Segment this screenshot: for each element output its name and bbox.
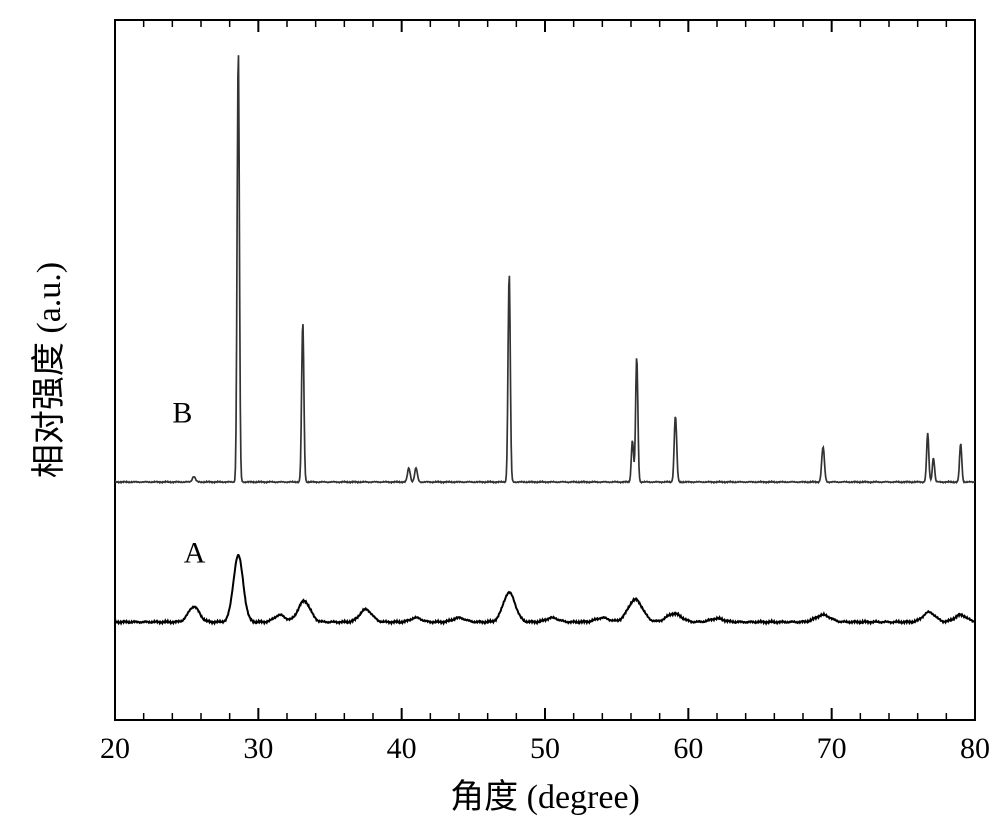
trace-b: [115, 55, 975, 483]
trace-a: [115, 555, 975, 623]
series-label-b: B: [172, 397, 192, 430]
svg-text:30: 30: [243, 732, 273, 765]
svg-text:20: 20: [100, 732, 130, 765]
svg-text:角度 (degree): 角度 (degree): [450, 778, 640, 816]
svg-text:60: 60: [673, 732, 703, 765]
svg-text:70: 70: [817, 732, 847, 765]
xrd-chart: 20 30 40 50 60 70 80 角度 (degree) 相对强度 (a.u.) A B: [0, 0, 1000, 836]
svg-text:80: 80: [960, 732, 990, 765]
svg-text:40: 40: [387, 732, 417, 765]
svg-text:50: 50: [530, 732, 560, 765]
chart-svg: 20 30 40 50 60 70 80 角度 (degree) 相对强度 (a.u.) A B: [0, 0, 1000, 836]
svg-text:相对强度 (a.u.): 相对强度 (a.u.): [30, 262, 68, 478]
series-label-a: A: [184, 537, 206, 570]
